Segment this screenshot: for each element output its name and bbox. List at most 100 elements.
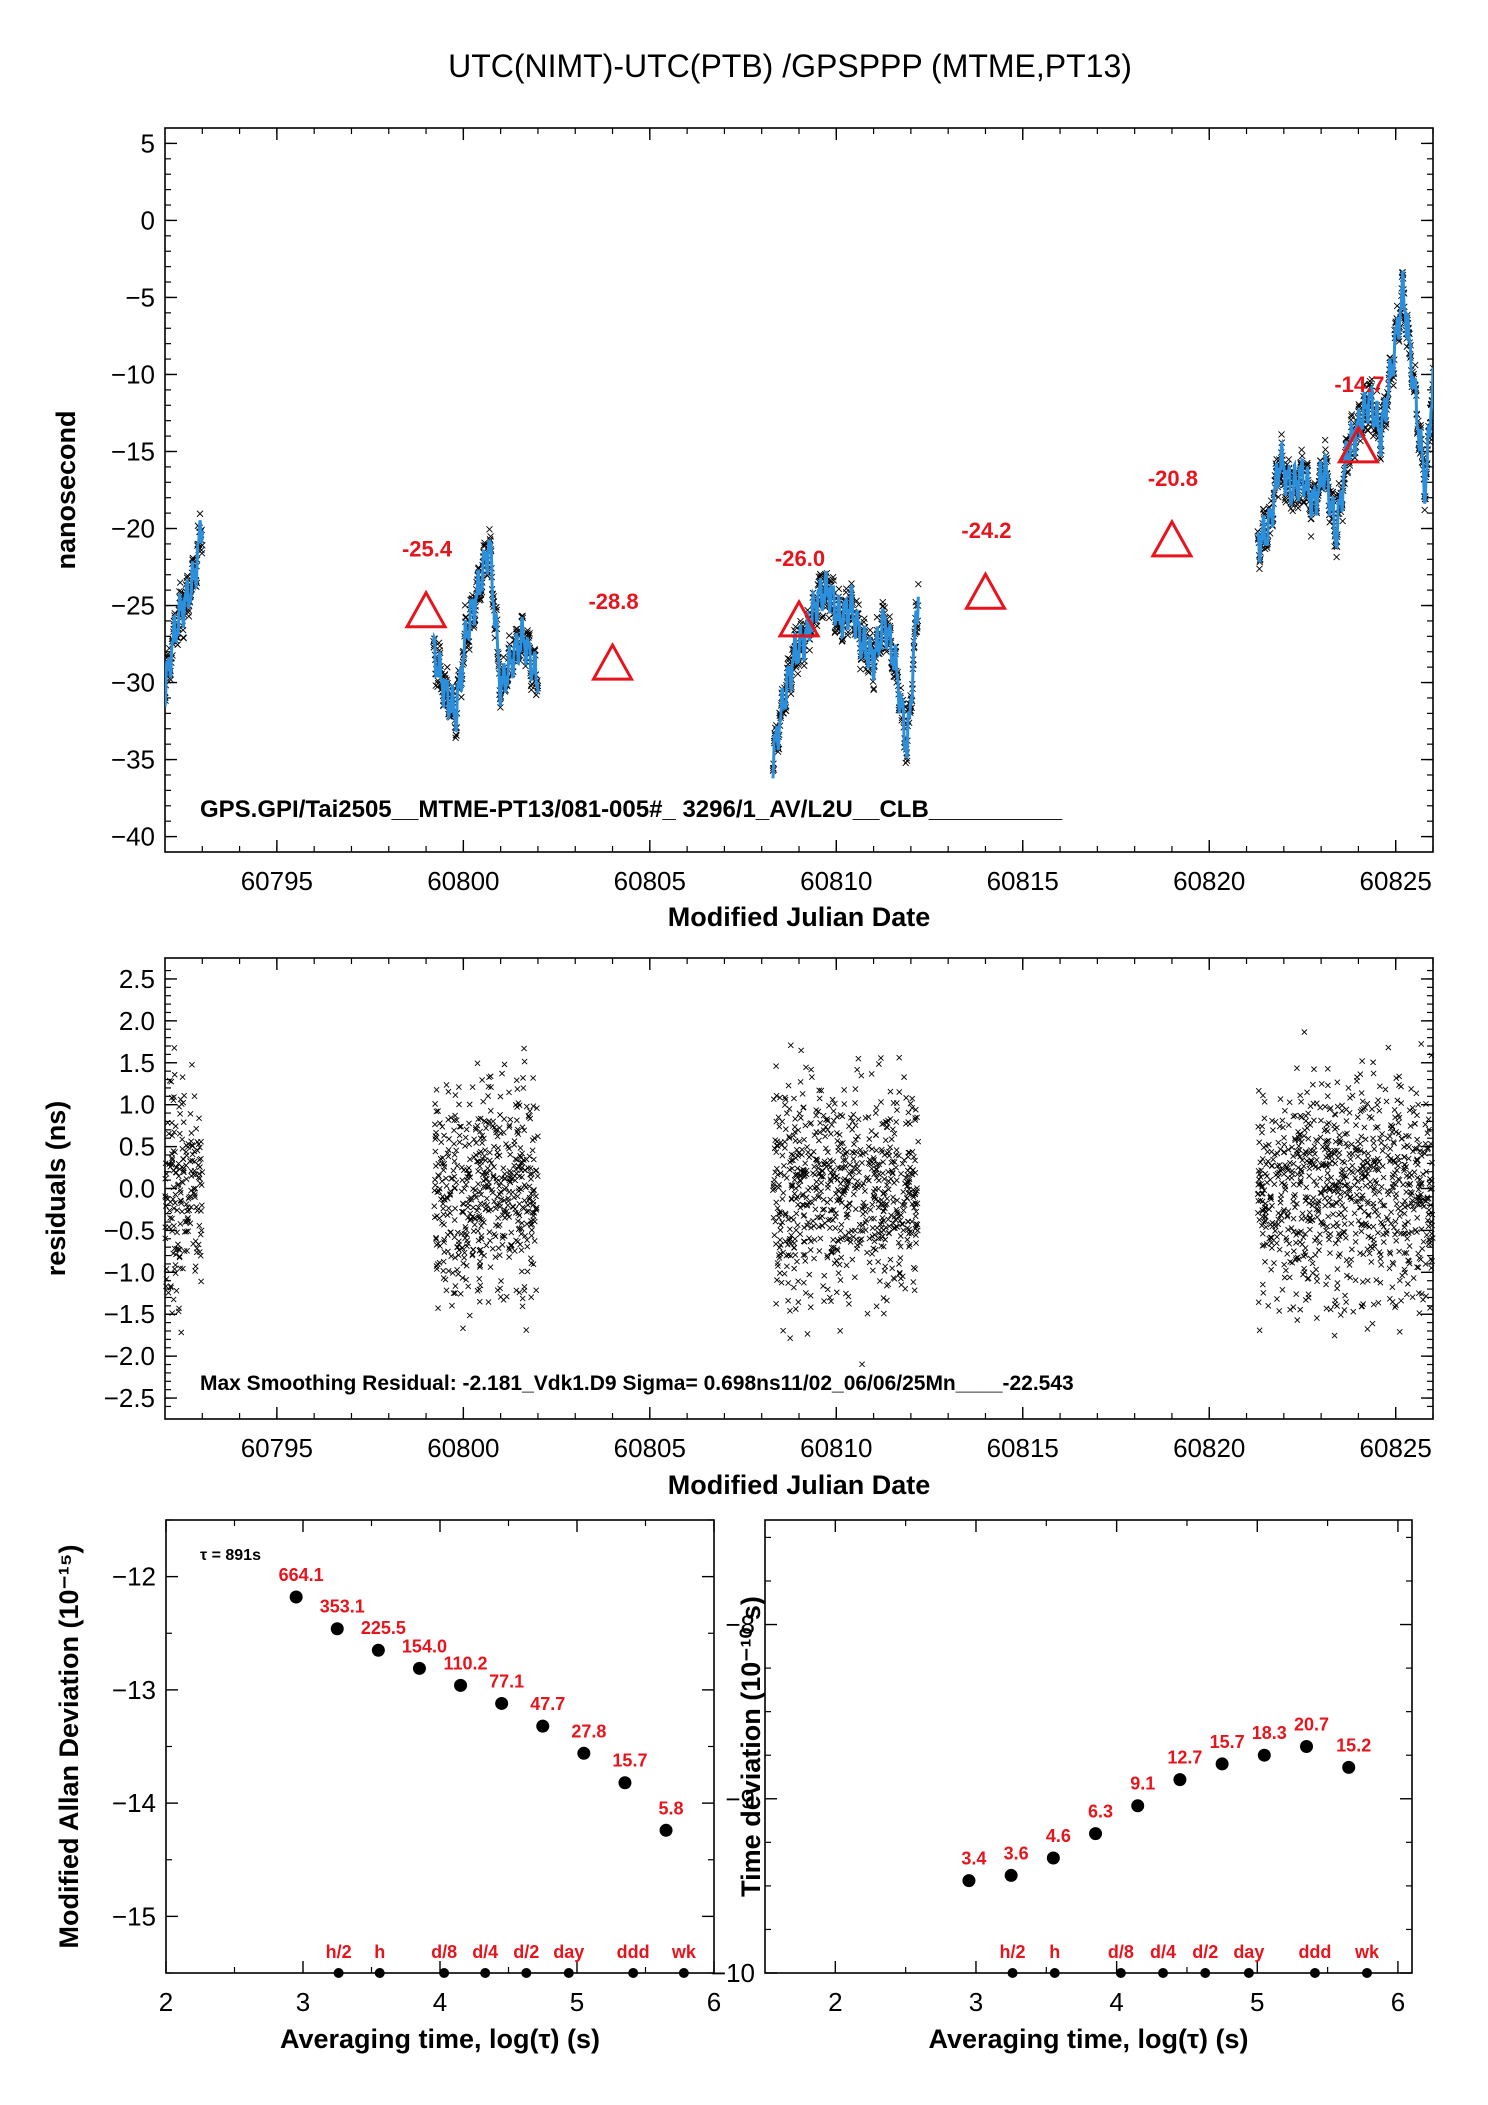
residuals-point-x <box>904 1194 911 1201</box>
residuals-point-x <box>1415 1250 1422 1257</box>
residuals-point-x <box>525 1208 532 1214</box>
residuals-point-x <box>1366 1113 1373 1120</box>
residuals-point-x <box>456 1139 463 1146</box>
residuals-point-x <box>1334 1280 1341 1287</box>
residuals-point-x <box>441 1132 447 1139</box>
residuals-point-x <box>520 1085 527 1091</box>
residuals-point-x <box>1290 1193 1297 1200</box>
residuals-point-x <box>1313 1266 1320 1273</box>
residuals-point-x <box>459 1177 466 1184</box>
residuals-point-x <box>1375 1299 1382 1306</box>
residuals-ytick-label: −2.0 <box>104 1341 155 1371</box>
residuals-point-x <box>1418 1152 1425 1159</box>
residuals-point-x <box>791 1265 798 1272</box>
residuals-point-x <box>1422 1121 1429 1128</box>
residuals-point-x <box>1298 1215 1305 1222</box>
residuals-point-x <box>897 1255 904 1261</box>
residuals-point-x <box>1392 1231 1398 1238</box>
residuals-point-x <box>1274 1233 1280 1240</box>
residuals-point-x <box>1351 1210 1358 1217</box>
mdev-point <box>536 1719 550 1733</box>
residuals-point-x <box>188 1168 195 1174</box>
residuals-point-x <box>837 1277 844 1283</box>
timeseries-point-x <box>198 549 206 557</box>
residuals-point-x <box>1290 1181 1297 1188</box>
residuals-point-x <box>796 1138 803 1145</box>
timeseries-point-x <box>1307 533 1315 540</box>
residuals-point-x <box>1380 1239 1387 1245</box>
residuals-point-x <box>431 1187 438 1194</box>
timeseries-point-x <box>817 573 824 581</box>
tdev-xtick-label: 5 <box>1250 1987 1264 2017</box>
residuals-point-x <box>1376 1107 1383 1114</box>
residuals-point-x <box>888 1159 895 1166</box>
residuals-point-x <box>507 1151 514 1158</box>
residuals-point-x <box>525 1165 531 1171</box>
residuals-point-x <box>1306 1209 1313 1216</box>
residuals-point-x <box>1398 1100 1405 1107</box>
residuals-point-x <box>1276 1246 1283 1253</box>
residuals-point-x <box>1262 1170 1269 1177</box>
residuals-point-x <box>1426 1180 1433 1187</box>
residuals-point-x <box>854 1066 861 1073</box>
residuals-point-x <box>515 1188 522 1194</box>
residuals-point-x <box>1299 1241 1306 1248</box>
residuals-point-x <box>193 1125 200 1132</box>
timeseries-xtick-label: 60805 <box>614 866 686 896</box>
tdev-point <box>1131 1799 1145 1813</box>
timeseries-point-x <box>487 533 494 540</box>
mdev-point <box>495 1696 509 1710</box>
residuals-point-x <box>180 1119 187 1126</box>
residuals-point-x <box>1281 1141 1288 1148</box>
residuals-point-x <box>780 1162 787 1169</box>
residuals-point-x <box>776 1210 782 1217</box>
residuals-point-x <box>859 1159 865 1166</box>
tdev-period-label: h <box>1049 1942 1060 1962</box>
tdev-period-label: d/8 <box>1108 1942 1134 1962</box>
residuals-point-x <box>864 1310 871 1317</box>
residuals-point-x <box>820 1283 827 1289</box>
timeseries-xtick-label: 60795 <box>241 866 313 896</box>
residuals-xtick-label: 60795 <box>241 1433 313 1463</box>
mdev-point <box>577 1746 591 1760</box>
residuals-point-x <box>518 1247 525 1254</box>
residuals-point-x <box>871 1215 877 1222</box>
mdev-period-label: d/8 <box>431 1942 457 1962</box>
residuals-point-x <box>1387 1145 1394 1152</box>
timeseries-point-x <box>519 612 526 620</box>
residuals-point-x <box>1396 1328 1403 1335</box>
residuals-point-x <box>1392 1194 1399 1201</box>
residuals-point-x <box>519 1303 526 1310</box>
residuals-point-x <box>533 1193 539 1200</box>
timeseries-point-x <box>453 732 460 739</box>
residuals-point-x <box>1290 1304 1297 1311</box>
residuals-point-x <box>786 1226 793 1233</box>
residuals-point-x <box>904 1236 911 1243</box>
residuals-point-x <box>481 1252 487 1259</box>
residuals-point-x <box>1393 1167 1400 1174</box>
residuals-point-x <box>826 1102 832 1109</box>
residuals-point-x <box>821 1272 828 1279</box>
residuals-point-x <box>806 1154 813 1160</box>
residuals-point-x <box>440 1211 447 1218</box>
mdev-point-label: 77.1 <box>489 1671 524 1691</box>
tdev-period-marker <box>1200 1968 1211 1978</box>
residuals-point-x <box>1352 1238 1359 1245</box>
residuals-point-x <box>900 1207 907 1214</box>
residuals-point-x <box>772 1137 779 1144</box>
residuals-point-x <box>791 1244 798 1251</box>
residuals-point-x <box>511 1248 518 1254</box>
timeseries-point-x <box>452 734 459 742</box>
residuals-point-x <box>770 1096 777 1103</box>
residuals-point-x <box>1295 1164 1302 1171</box>
residuals-point-x <box>465 1164 472 1171</box>
residuals-point-x <box>455 1084 462 1091</box>
timeseries-point-x <box>806 646 813 654</box>
residuals-point-x <box>466 1312 473 1319</box>
residuals-point-x <box>521 1167 528 1174</box>
residuals-point-x <box>776 1181 782 1188</box>
residuals-point-x <box>875 1185 882 1192</box>
residuals-point-x <box>875 1061 882 1067</box>
mdev-point-label: 154.0 <box>402 1636 447 1656</box>
residuals-point-x <box>1316 1239 1323 1246</box>
